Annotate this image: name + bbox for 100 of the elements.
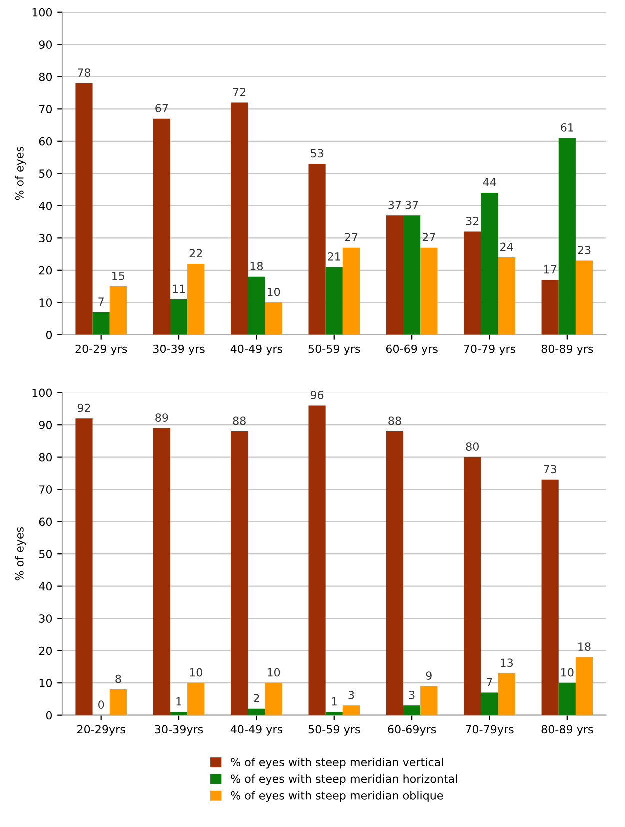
y-tick-label: 40 — [39, 582, 52, 591]
bar — [265, 302, 282, 335]
bar — [558, 138, 576, 335]
bar — [170, 299, 188, 335]
bar — [404, 216, 421, 335]
y-tick-label: 80 — [39, 72, 52, 82]
y-tick-label: 80 — [39, 453, 52, 462]
legend-label: % of eyes with steep meridian vertical — [231, 758, 444, 769]
bar — [342, 706, 360, 716]
y-tick-label: 70 — [40, 486, 52, 494]
bar — [386, 216, 404, 335]
y-tick-label: 50 — [39, 170, 52, 178]
bar — [308, 164, 326, 335]
x-tick-label: 30-39 yrs — [153, 344, 205, 356]
y-tick-label: 70 — [40, 105, 52, 114]
bar — [76, 83, 93, 335]
legend-label: % of eyes with steep meridian horizontal — [231, 774, 458, 786]
bar — [188, 264, 205, 335]
data-label: 2 — [254, 694, 260, 702]
data-label: 13 — [500, 658, 513, 668]
data-label: 78 — [78, 68, 91, 78]
y-tick-label: 10 — [40, 298, 52, 308]
data-label: 72 — [233, 88, 246, 96]
data-label: 10 — [268, 288, 280, 296]
y-tick-label: 90 — [39, 421, 52, 430]
data-label: 10 — [562, 668, 574, 677]
bar — [231, 102, 248, 335]
bar — [248, 708, 266, 716]
bar — [342, 248, 360, 335]
data-label: 88 — [388, 416, 402, 426]
x-tick-label: 20-29 yrs — [76, 344, 128, 356]
data-label: 27 — [345, 233, 358, 242]
legend-label: % of eyes with steep meridian oblique — [231, 791, 444, 802]
x-tick-label: 70-79yrs — [466, 725, 514, 736]
data-label: 73 — [544, 465, 556, 474]
data-label: 8 — [116, 674, 122, 684]
data-label: 1 — [176, 698, 182, 706]
y-axis-title: % of eyes — [15, 527, 26, 581]
bar — [386, 432, 404, 716]
data-label: 37 — [406, 200, 418, 210]
bar — [188, 683, 205, 716]
data-label: 15 — [112, 272, 125, 280]
bar — [542, 480, 559, 716]
x-tick-label: 30-39yrs — [155, 725, 204, 736]
bar — [153, 428, 170, 716]
bar — [420, 248, 438, 335]
data-label: 18 — [578, 642, 591, 651]
bar — [110, 286, 127, 335]
bar — [153, 118, 170, 335]
y-tick-label: 60 — [39, 137, 52, 146]
data-label: 3 — [409, 690, 415, 700]
bar — [558, 683, 576, 716]
y-tick-label: 10 — [40, 679, 52, 688]
bar — [420, 686, 438, 716]
data-label: 61 — [561, 123, 574, 132]
bar — [110, 690, 127, 716]
data-label: 22 — [190, 249, 202, 258]
bar — [248, 276, 266, 335]
x-tick-label: 70-79 yrs — [464, 344, 516, 356]
y-tick-label: 50 — [39, 550, 52, 558]
bar — [464, 232, 482, 335]
x-tick-label: 60-69yrs — [388, 725, 436, 736]
data-label: 10 — [268, 668, 280, 677]
data-label: 44 — [483, 178, 496, 187]
data-label: 88 — [233, 416, 246, 426]
bar — [481, 193, 498, 335]
x-tick-label: 50-59 yrs — [308, 725, 360, 736]
bar — [481, 692, 498, 716]
bar — [231, 432, 248, 716]
y-tick-label: 30 — [39, 234, 52, 243]
bar — [542, 280, 559, 335]
data-label: 53 — [311, 149, 324, 158]
data-label: 96 — [310, 391, 324, 400]
data-label: 0 — [98, 700, 104, 710]
bar — [498, 673, 516, 716]
y-axis-title: % of eyes — [15, 147, 26, 200]
bar — [326, 712, 343, 716]
bar — [326, 267, 343, 335]
data-label: 32 — [466, 217, 479, 226]
y-tick-label: 60 — [39, 518, 52, 526]
y-tick-label: 20 — [39, 646, 52, 656]
data-label: 27 — [422, 233, 436, 242]
x-tick-label: 40-49 yrs — [230, 725, 283, 736]
y-tick-label: 20 — [39, 266, 52, 275]
bar — [576, 260, 594, 335]
y-tick-label: 90 — [39, 40, 52, 50]
data-label: 89 — [156, 414, 168, 422]
data-label: 37 — [388, 200, 402, 210]
x-tick-label: 80-89 yrs — [542, 344, 594, 356]
data-label: 80 — [466, 442, 479, 452]
data-label: 18 — [250, 262, 264, 271]
x-tick-label: 50-59 yrs — [308, 344, 360, 356]
y-tick-label: 30 — [39, 614, 52, 623]
data-label: 7 — [98, 298, 104, 306]
x-tick-label: 80-89 yrs — [542, 725, 594, 736]
bar — [464, 457, 482, 716]
y-tick-label: 40 — [39, 202, 52, 210]
bar — [170, 712, 188, 716]
y-tick-label: 0 — [46, 711, 52, 720]
bar — [308, 406, 326, 716]
